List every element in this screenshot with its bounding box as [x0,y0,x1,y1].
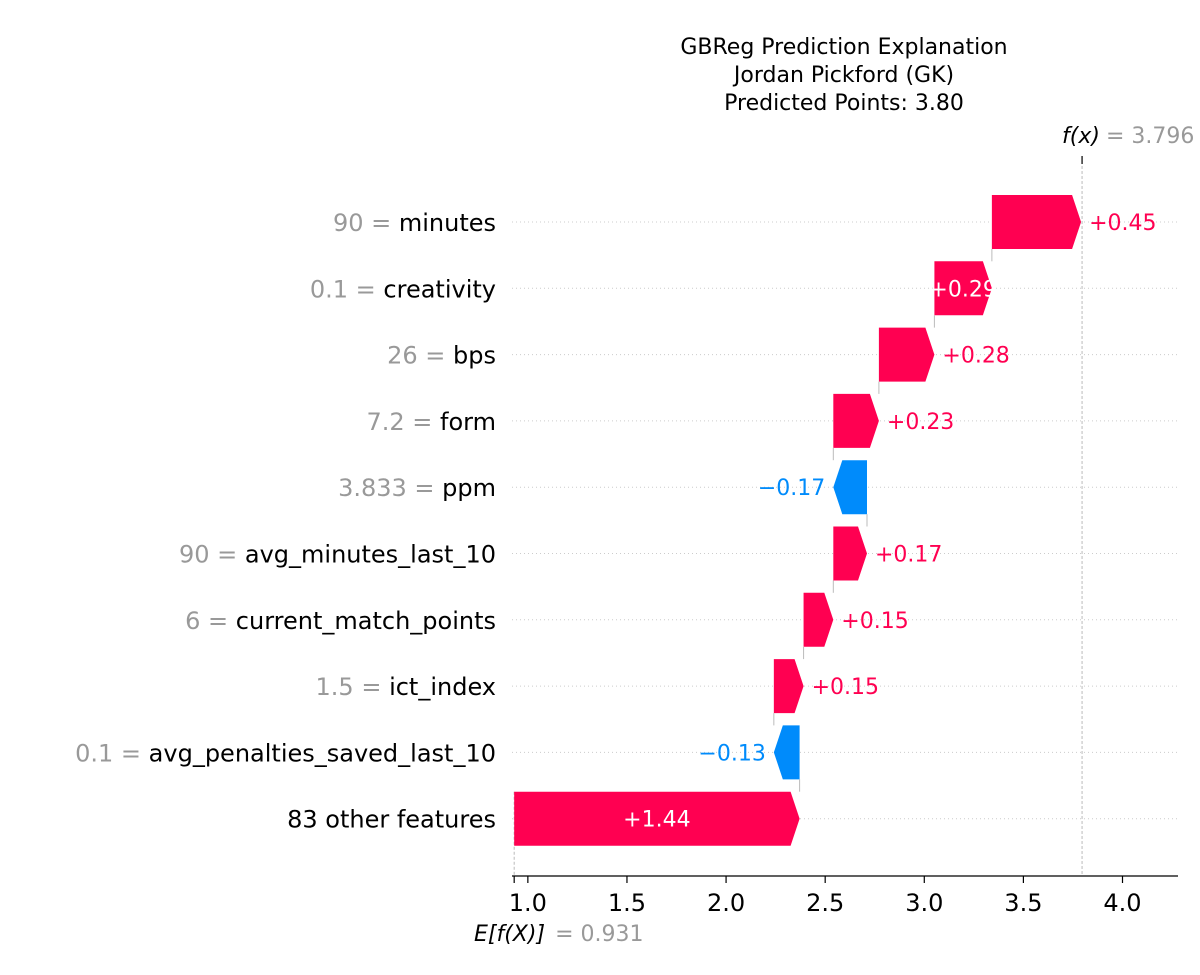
feature-value: 1.5 = [316,673,390,701]
x-tick-label: 1.0 [509,889,547,917]
feature-name: minutes [399,209,496,237]
feature-label: 0.1 = creativity [310,275,496,303]
base-value-label: E[f(X)] [474,922,545,947]
feature-label: 3.833 = ppm [338,474,496,502]
feature-value: 7.2 = [366,408,440,436]
bar-creativity [934,261,992,316]
x-tick-label: 3.5 [1004,889,1042,917]
value-annotations: +0.45 +0.29 +0.28 +0.23 −0.17 +0.17 +0.15 +0.15… [474,124,1194,947]
bar-avg_minutes_last_10 [833,526,868,581]
feature-label: 0.1 = avg_penalties_saved_last_10 [75,739,496,767]
bar-value-label: −0.17 [758,476,825,501]
x-axis: 1.0 1.5 2.0 2.5 3.0 3.5 4.0 [509,875,1178,917]
feature-label: 1.5 = ict_index [316,673,496,701]
base-value-annotation: E[f(X)] = 0.931 [474,922,643,947]
bar-ict_index [773,659,804,714]
feature-value: 90 = [333,209,399,237]
output-value-label: f(x) [1062,124,1100,149]
title-line-1: Jordan Pickford (GK) [732,63,954,88]
chart-title: GBReg Prediction Explanation Jordan Pickf… [680,35,1007,116]
feature-name: ict_index [389,673,496,701]
bar-value-label: +0.15 [812,675,879,700]
feature-name: ppm [442,474,496,502]
x-tick-label: 2.0 [707,889,745,917]
feature-name: form [440,408,496,436]
output-value-text: = 3.796 [1106,124,1194,149]
feature-label: 90 = minutes [333,209,496,237]
bar-value-label: +0.28 [942,344,1009,369]
x-tick-label: 3.0 [905,889,943,917]
row-gridlines [512,221,1178,820]
feature-value: 26 = [387,342,453,370]
bar-current_match_points [803,592,834,647]
bar-value-label: +0.17 [875,543,942,568]
feature-name: avg_minutes_last_10 [245,541,496,569]
bar-value-label: +0.45 [1089,211,1156,236]
feature-value: 6 = [185,607,236,635]
feature-label: 90 = avg_minutes_last_10 [179,541,496,569]
bar-ppm [833,460,868,515]
feature-label: 83 other features [287,806,496,834]
output-value-annotation: f(x) = 3.796 [1062,124,1194,149]
feature-name: current_match_points [236,607,496,635]
x-tick-label: 1.5 [608,889,646,917]
feature-value: 0.1 = [75,739,149,767]
bar-value-label: +0.23 [887,410,954,435]
title-line-2: Predicted Points: 3.80 [724,91,964,116]
feature-value: 0.1 = [310,275,384,303]
feature-name: 83 other features [287,806,496,834]
bar-value-label: +0.29 [929,277,996,302]
feature-labels: 90 = minutes 0.1 = creativity 26 = bps 7.2 … [75,209,496,834]
feature-label: 6 = current_match_points [185,607,496,635]
feature-name: avg_penalties_saved_last_10 [149,739,496,767]
bars [514,195,1082,846]
bar-value-label: +1.44 [623,808,690,833]
bar-minutes [991,195,1082,249]
feature-name: creativity [383,275,496,303]
feature-value: 3.833 = [338,474,442,502]
feature-name: bps [453,342,496,370]
bar-avg_penalties_saved_last_10 [773,725,800,780]
bar-value-label: −0.13 [698,741,765,766]
feature-value: 90 = [179,541,245,569]
bar-bps [878,327,935,382]
x-tick-label: 4.0 [1103,889,1141,917]
title-line-0: GBReg Prediction Explanation [680,35,1007,60]
bar-83-other-features [514,791,800,846]
base-value-text: = 0.931 [555,922,643,947]
bar-value-label: +0.15 [841,609,908,634]
bar-form [833,393,879,448]
feature-label: 7.2 = form [366,408,496,436]
x-tick-label: 2.5 [806,889,844,917]
feature-label: 26 = bps [387,342,496,370]
